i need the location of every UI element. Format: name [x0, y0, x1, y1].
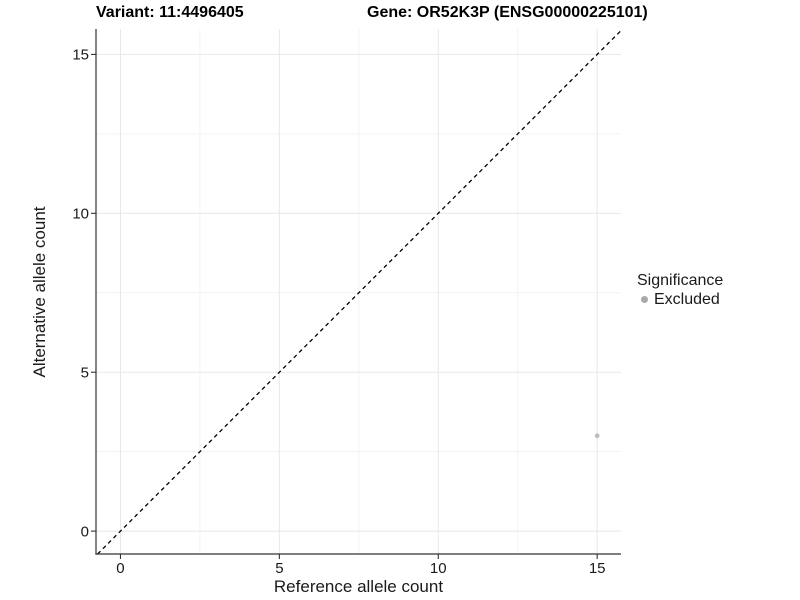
legend-item-label: Excluded — [654, 290, 720, 308]
legend: Significance Excluded — [637, 271, 723, 309]
y-tick-label: 15 — [72, 47, 89, 64]
y-axis-title: Alternative allele count — [30, 206, 49, 378]
y-tick-label: 0 — [81, 523, 89, 540]
x-tick-label: 5 — [275, 560, 283, 577]
legend-point-icon — [641, 296, 648, 303]
x-tick-label: 15 — [589, 560, 606, 577]
x-tick-label: 10 — [430, 560, 447, 577]
y-tick-label: 10 — [72, 206, 89, 223]
x-tick-label: 0 — [116, 560, 124, 577]
identity-line — [97, 30, 622, 555]
plot-title-variant: Variant: 11:4496405 — [96, 4, 244, 21]
legend-title: Significance — [637, 272, 724, 289]
legend-item-excluded: Excluded — [637, 290, 723, 309]
plot-title-gene: Gene: OR52K3P (ENSG00000225101) — [367, 4, 648, 21]
x-axis-title: Reference allele count — [273, 577, 444, 596]
data-point — [594, 433, 600, 439]
y-tick-label: 5 — [81, 364, 89, 381]
